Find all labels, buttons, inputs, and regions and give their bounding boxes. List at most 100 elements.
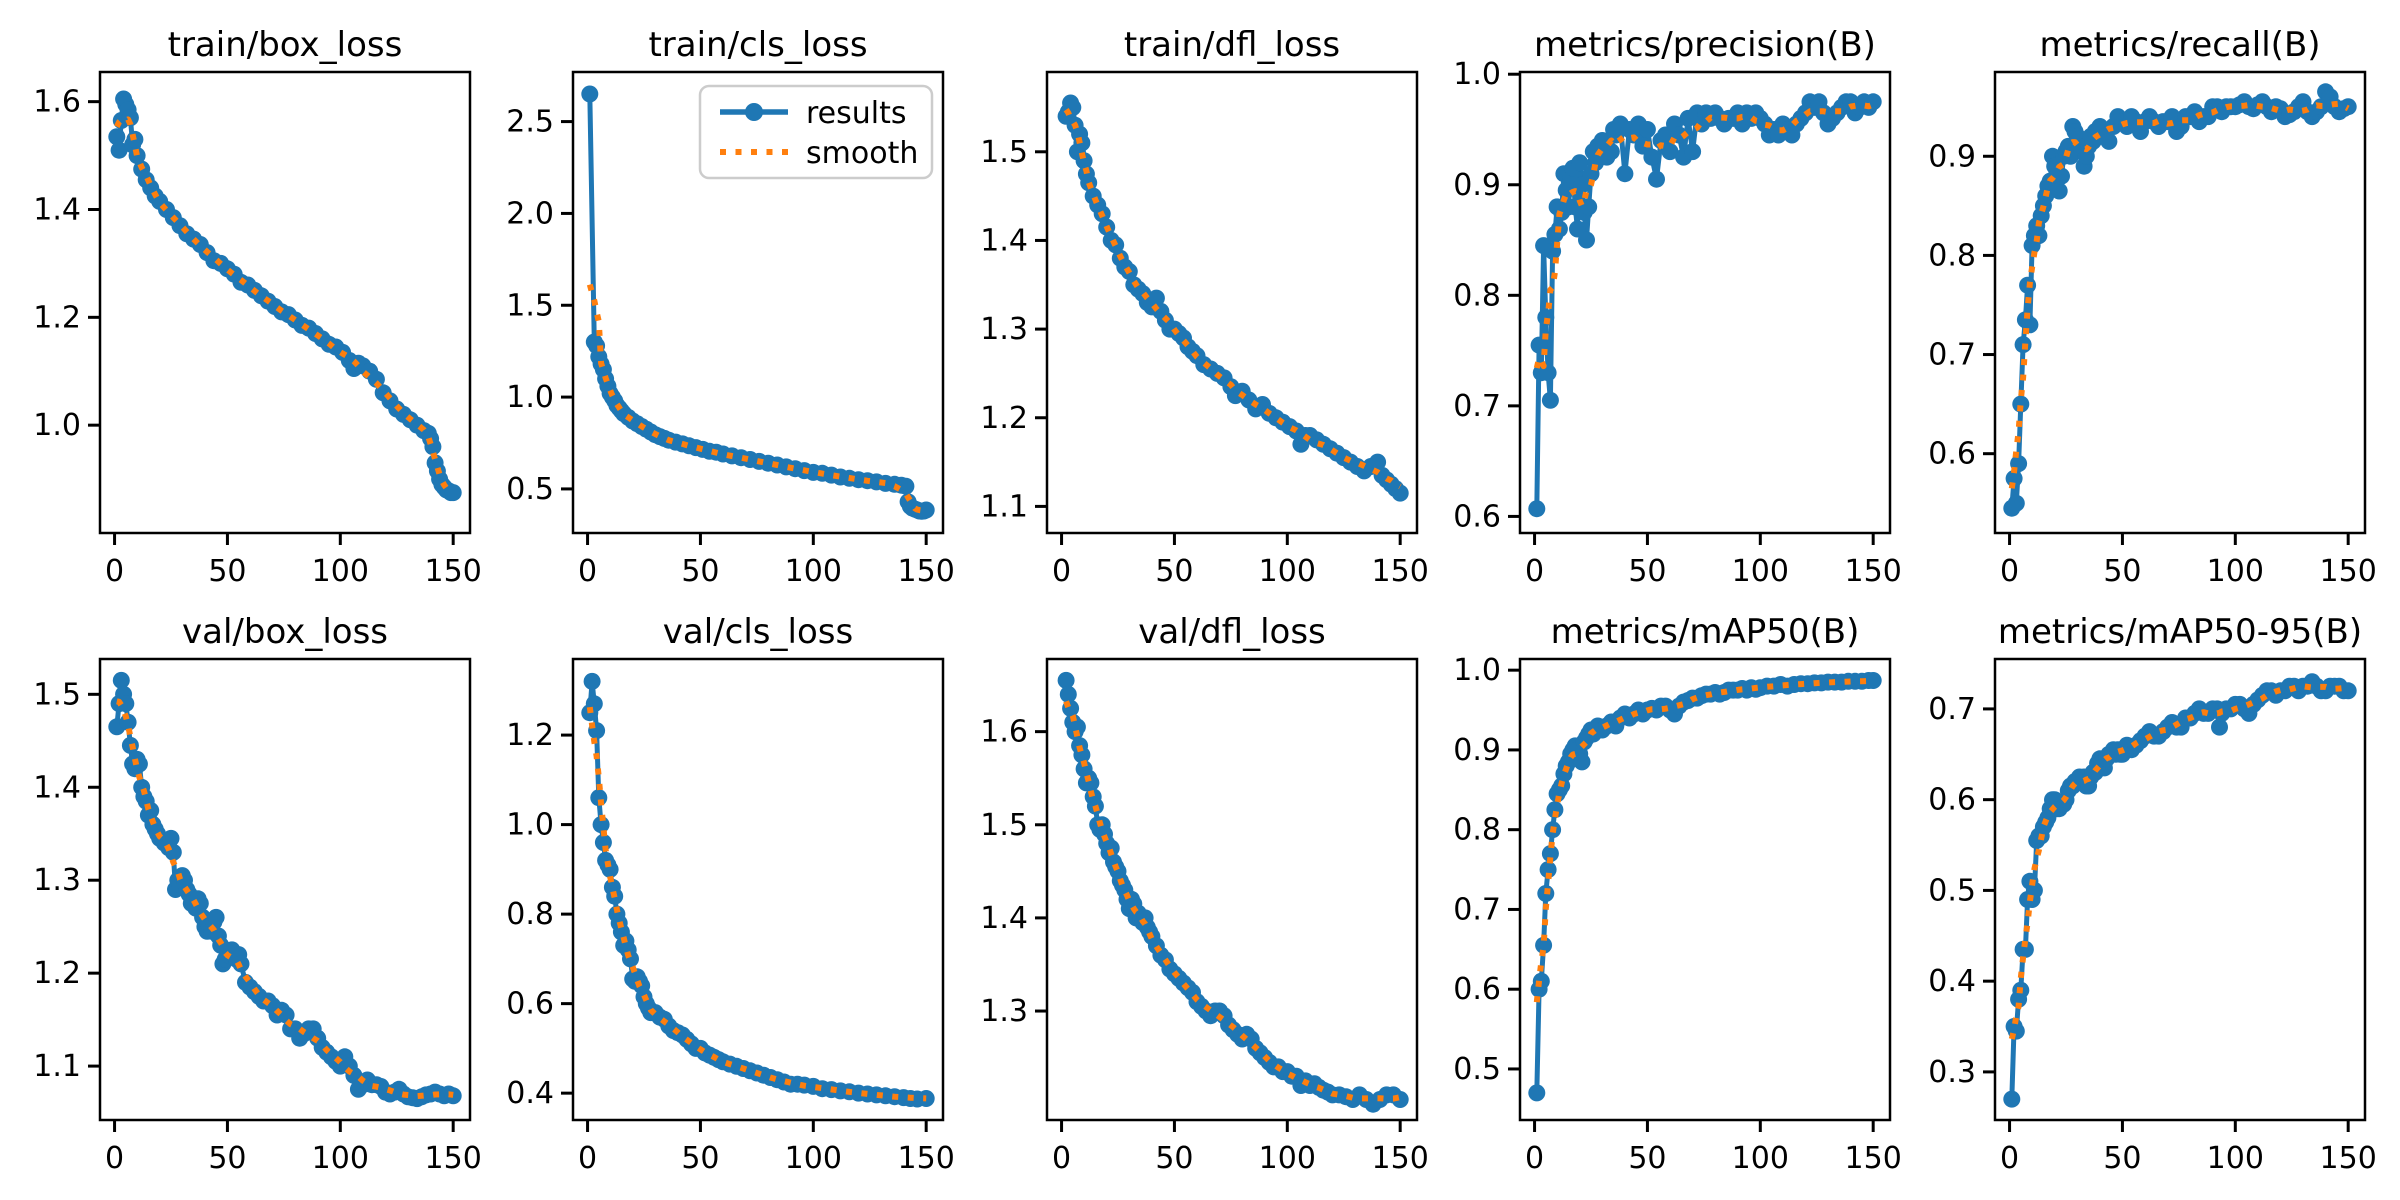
data-point <box>1541 845 1559 863</box>
x-tick-label: 100 <box>1732 554 1789 589</box>
data-point <box>1648 170 1665 188</box>
y-tick-label: 0.5 <box>506 472 554 507</box>
x-tick-label: 150 <box>1845 554 1902 589</box>
y-tick-label: 1.0 <box>506 380 554 415</box>
y-tick-label: 0.5 <box>1453 1052 1501 1087</box>
data-point <box>277 1006 295 1024</box>
x-tick-label: 0 <box>1052 554 1071 589</box>
x-tick-label: 50 <box>2103 1141 2141 1176</box>
subplot-train-box-loss: 0 50 100 150 1.0 1.2 1.4 1.6 train/box_loss <box>33 25 482 589</box>
y-tick-label: 1.6 <box>980 715 1028 750</box>
x-tick-label: 0 <box>1525 1141 1544 1176</box>
data-point <box>2007 494 2025 512</box>
axes-frame <box>1045 657 1419 1122</box>
smooth-line <box>1063 107 1402 490</box>
data-point <box>917 501 935 519</box>
y-tick-label: 0.8 <box>506 897 554 932</box>
x-tick-label: 50 <box>681 1141 719 1176</box>
chart-title: train/dfl_loss <box>1124 25 1340 65</box>
data-point <box>1573 753 1591 771</box>
data-point <box>1147 289 1165 307</box>
y-tick-label: 1.3 <box>980 994 1028 1029</box>
subplot-val-cls-loss: 0 50 100 150 0.4 0.6 0.8 1.0 1.2 val/cls_loss <box>506 612 955 1176</box>
legend-results-marker <box>745 103 763 121</box>
y-tick-label: 0.7 <box>1453 892 1501 927</box>
y-tick-label: 0.5 <box>1928 873 1976 908</box>
y-tick-label: 0.6 <box>1453 972 1501 1007</box>
axes-frame <box>98 657 472 1122</box>
axes-frame <box>1518 657 1892 1122</box>
axes-frame <box>1993 70 2367 535</box>
data-point <box>1602 143 1620 161</box>
data-point <box>2012 395 2030 413</box>
x-tick-label: 150 <box>898 554 955 589</box>
data-point <box>207 908 225 926</box>
legend-label-results: results <box>806 96 907 131</box>
data-point <box>1661 143 1679 161</box>
y-tick-label: 1.2 <box>980 401 1028 436</box>
data-point <box>128 147 146 165</box>
data-point <box>1391 484 1409 502</box>
chart-title: val/dfl_loss <box>1138 612 1326 652</box>
y-tick-label: 1.2 <box>33 956 81 991</box>
chart-title: train/box_loss <box>168 25 403 65</box>
y-tick-label: 0.6 <box>506 987 554 1022</box>
data-point <box>2050 182 2068 200</box>
x-tick-label: 50 <box>1155 554 1193 589</box>
legend: results smooth <box>698 84 934 180</box>
data-point <box>117 695 135 713</box>
data-point <box>1102 839 1120 857</box>
y-tick-label: 1.6 <box>33 85 81 120</box>
subplot-train-dfl-loss: 0 50 100 150 1.1 1.2 1.3 1.4 1.5 train/dfl_loss <box>980 25 1429 589</box>
x-tick-label: 0 <box>1525 554 1544 589</box>
x-tick-label: 150 <box>898 1141 955 1176</box>
y-tick-label: 0.6 <box>1928 437 1976 472</box>
x-tick-label: 50 <box>1155 1141 1193 1176</box>
y-tick-label: 2.5 <box>506 105 554 140</box>
chart-title: val/box_loss <box>182 612 388 652</box>
x-tick-label: 100 <box>2207 554 2264 589</box>
x-tick-label: 50 <box>1628 1141 1666 1176</box>
y-tick-label: 1.3 <box>33 863 81 898</box>
data-point <box>110 141 128 159</box>
smooth-line <box>1533 677 1874 1003</box>
y-tick-label: 1.3 <box>980 312 1028 347</box>
smooth-line <box>116 698 454 1100</box>
data-point <box>1864 672 1882 689</box>
y-tick-label: 0.8 <box>1928 238 1976 273</box>
y-tick-label: 1.4 <box>980 901 1028 936</box>
y-tick-label: 1.2 <box>506 718 554 753</box>
data-point <box>1616 165 1634 183</box>
legend-label-smooth: smooth <box>806 136 918 171</box>
chart-title: metrics/mAP50(B) <box>1551 612 1860 652</box>
data-point <box>2100 132 2118 150</box>
x-tick-label: 0 <box>578 1141 597 1176</box>
y-tick-label: 1.0 <box>506 808 554 843</box>
y-tick-label: 0.9 <box>1453 733 1501 768</box>
data-point <box>444 1087 462 1105</box>
results-markers <box>2003 673 2357 1108</box>
y-tick-label: 1.4 <box>33 192 81 227</box>
x-tick-label: 0 <box>105 1141 124 1176</box>
x-tick-label: 100 <box>1732 1141 1789 1176</box>
x-tick-label: 0 <box>2000 1141 2019 1176</box>
x-tick-label: 150 <box>1372 1141 1429 1176</box>
y-tick-label: 1.0 <box>1453 653 1501 688</box>
data-point <box>1539 861 1557 879</box>
y-tick-label: 0.6 <box>1453 499 1501 534</box>
data-point <box>1535 936 1553 954</box>
data-point <box>1537 308 1555 326</box>
x-tick-label: 100 <box>1259 554 1316 589</box>
y-tick-label: 1.0 <box>1453 57 1501 92</box>
data-point <box>1528 1084 1546 1102</box>
data-point <box>2053 167 2070 185</box>
x-tick-label: 150 <box>1372 554 1429 589</box>
y-tick-label: 0.9 <box>1453 168 1501 203</box>
data-point <box>1059 685 1077 703</box>
y-tick-label: 1.4 <box>33 770 81 805</box>
smooth-line <box>1533 101 1875 370</box>
subplot-metrics-map50-95-b: 0 50 100 150 0.3 0.4 0.5 0.6 0.7 metrics/mAP50-95… <box>1928 612 2377 1176</box>
y-tick-label: 1.2 <box>33 300 81 335</box>
x-tick-label: 50 <box>1628 554 1666 589</box>
